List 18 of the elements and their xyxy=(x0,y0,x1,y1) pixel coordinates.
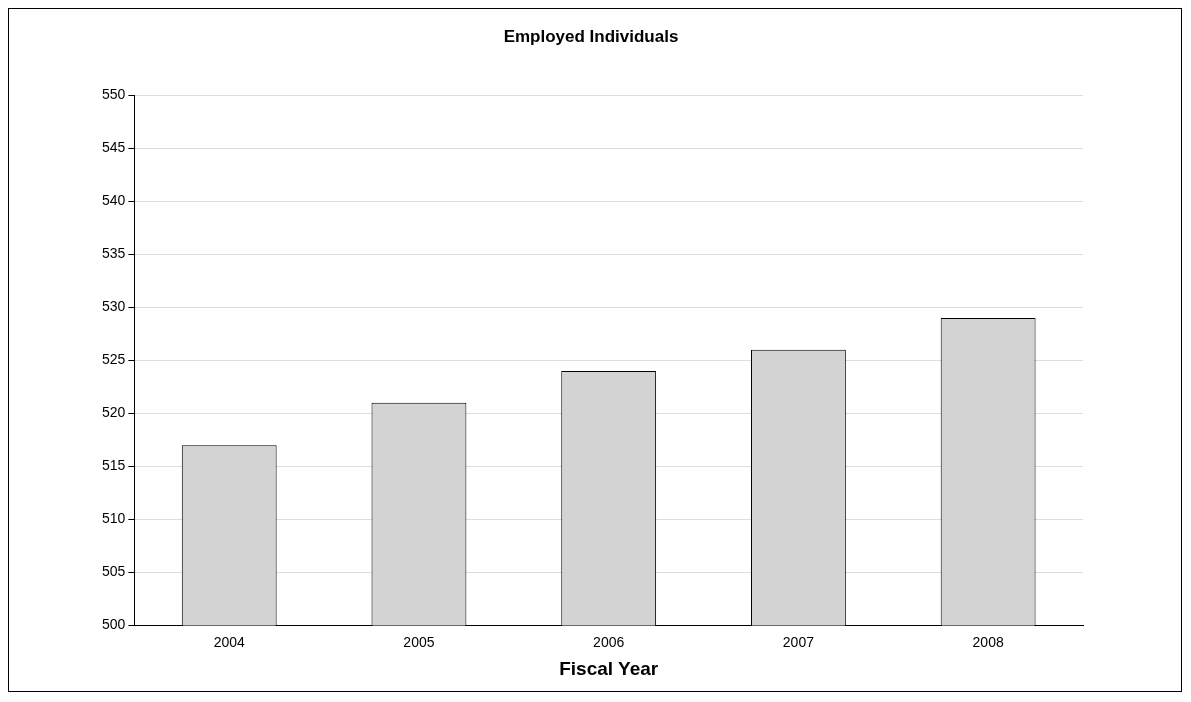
y-tick-label: 525 xyxy=(102,351,126,368)
y-tick-label: 535 xyxy=(102,245,126,262)
y-tick-label: 500 xyxy=(102,616,126,633)
y-tick-label: 550 xyxy=(102,86,126,103)
y-tick-label: 515 xyxy=(102,457,126,474)
chart-title: Employed Individuals xyxy=(503,26,679,46)
x-tick-label: 2008 xyxy=(972,633,1004,650)
y-tick-label: 545 xyxy=(102,139,126,156)
y-tick-label: 540 xyxy=(102,192,126,209)
x-tick-label: 2007 xyxy=(782,633,815,650)
y-tick-label: 530 xyxy=(102,298,126,315)
x-tick-label: 2006 xyxy=(593,633,625,650)
x-tick-label: 2005 xyxy=(403,633,435,650)
x-axis-title: Fiscal Year xyxy=(559,657,659,679)
y-tick-label: 520 xyxy=(102,404,126,421)
x-tick-label: 2004 xyxy=(213,633,245,650)
y-tick-label: 510 xyxy=(102,510,126,527)
y-tick-label: 505 xyxy=(102,563,126,580)
